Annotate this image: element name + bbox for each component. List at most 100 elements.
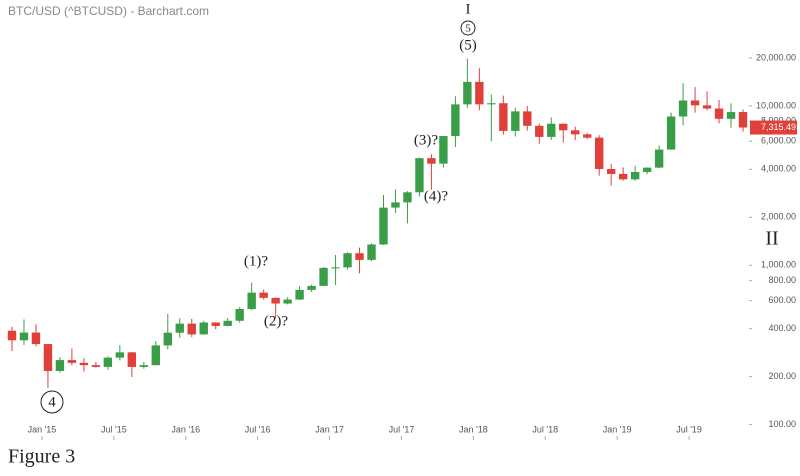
candle-body xyxy=(618,173,628,180)
candle-body xyxy=(247,292,256,310)
candle-body xyxy=(487,103,496,105)
x-tick-label: Jul '16 xyxy=(245,424,271,434)
candle-body xyxy=(343,253,352,268)
annotation: (2)? xyxy=(264,313,288,329)
x-tick-label: Jul '15 xyxy=(101,424,127,434)
candle-body xyxy=(415,158,424,193)
candle-body xyxy=(726,112,736,119)
y-tick-label: 100.00 xyxy=(768,419,796,429)
candle-body xyxy=(535,125,544,137)
candle-body xyxy=(583,134,592,138)
candle-body xyxy=(379,207,388,245)
candle-body xyxy=(738,112,748,128)
candle-body xyxy=(307,285,316,290)
chart-title: BTC/USD (^BTCUSD) - Barchart.com xyxy=(8,4,209,18)
candle-body xyxy=(630,171,640,180)
candle-body xyxy=(451,104,460,137)
candle-body xyxy=(463,81,472,105)
x-tick-label: Jan '18 xyxy=(459,424,488,434)
candle-body xyxy=(403,192,412,203)
candle-body xyxy=(690,100,700,106)
candle-body xyxy=(211,322,220,326)
candle-body xyxy=(355,253,364,260)
candle-body xyxy=(31,332,41,345)
candle-body xyxy=(79,362,89,366)
candle-body xyxy=(642,167,652,172)
candle-body xyxy=(606,168,616,174)
x-tick-label: Jan '17 xyxy=(315,424,344,434)
annotation: (3)? xyxy=(414,132,438,148)
candle-body xyxy=(259,292,268,298)
x-tick-label: Jul '19 xyxy=(676,424,702,434)
candle-body xyxy=(714,108,724,119)
annotation: 4 xyxy=(48,394,56,410)
y-tick-label: 2,000.00 xyxy=(761,212,796,222)
y-tick-label: 200.00 xyxy=(768,371,796,381)
candle-body xyxy=(654,149,664,168)
candle-body xyxy=(55,360,65,371)
last-price-tag xyxy=(750,120,797,135)
y-tick-label: 4,000.00 xyxy=(761,164,796,174)
x-tick-label: Jan '19 xyxy=(603,424,632,434)
candle-body xyxy=(139,365,149,367)
annotation: (5) xyxy=(459,37,477,53)
candle-body xyxy=(103,357,113,367)
annotation: Figure 3 xyxy=(8,446,75,468)
candle-body xyxy=(235,309,244,321)
candle-body xyxy=(7,330,17,341)
candle-body xyxy=(163,332,172,346)
candle-body xyxy=(67,360,77,363)
candle-body xyxy=(115,352,125,358)
annotation: I xyxy=(466,1,471,17)
candle-body xyxy=(295,289,304,300)
annotation-circle xyxy=(40,390,64,414)
y-tick-label: 600.00 xyxy=(768,295,796,305)
candle-body xyxy=(439,136,448,164)
candle-body xyxy=(43,344,53,371)
candle-body xyxy=(559,123,568,131)
candle-body xyxy=(19,332,29,341)
candle-body xyxy=(319,267,328,286)
annotation: II xyxy=(765,228,778,250)
candle-body xyxy=(475,81,484,105)
last-price-label: 7,315.49 xyxy=(761,122,796,132)
x-tick-label: Jul '17 xyxy=(389,424,415,434)
candle-body xyxy=(595,137,604,169)
candle-body xyxy=(571,130,580,135)
annotation: (4)? xyxy=(424,188,448,204)
candle-body xyxy=(91,365,101,367)
y-tick-label: 400.00 xyxy=(768,323,796,333)
y-tick-label: 800.00 xyxy=(768,275,796,285)
candle-body xyxy=(199,322,208,335)
candle-body xyxy=(499,103,508,131)
x-tick-label: Jan '16 xyxy=(171,424,200,434)
y-tick-label: 6,000.00 xyxy=(761,136,796,146)
candle-body xyxy=(523,111,532,126)
annotation-circle xyxy=(460,20,476,36)
candle-body xyxy=(223,320,232,326)
y-tick-label: 10,000.00 xyxy=(756,100,796,110)
candle-body xyxy=(151,345,160,366)
y-tick-label: 20,000.00 xyxy=(756,52,796,62)
candle-body xyxy=(331,267,340,269)
candle-body xyxy=(367,244,376,260)
candle-body xyxy=(391,202,400,208)
candle-body xyxy=(702,105,712,109)
candle-body xyxy=(187,323,196,335)
candle-body xyxy=(127,352,137,367)
candle-body xyxy=(547,123,556,137)
candle-body xyxy=(427,158,436,164)
annotation: (1)? xyxy=(244,253,268,269)
candle-body xyxy=(283,299,292,304)
candle-body xyxy=(511,111,520,131)
candle-body xyxy=(678,100,688,117)
candle-body xyxy=(271,297,280,304)
candle-body xyxy=(175,323,184,333)
annotations: I 5 (5) (3)? (4)? (1)? (2)? 4 II Figure … xyxy=(8,1,779,467)
x-tick-label: Jul '18 xyxy=(532,424,558,434)
candle-body xyxy=(666,116,676,150)
x-tick-label: Jan '15 xyxy=(28,424,57,434)
annotation: 5 xyxy=(465,23,471,35)
y-tick-label: 1,000.00 xyxy=(761,260,796,270)
